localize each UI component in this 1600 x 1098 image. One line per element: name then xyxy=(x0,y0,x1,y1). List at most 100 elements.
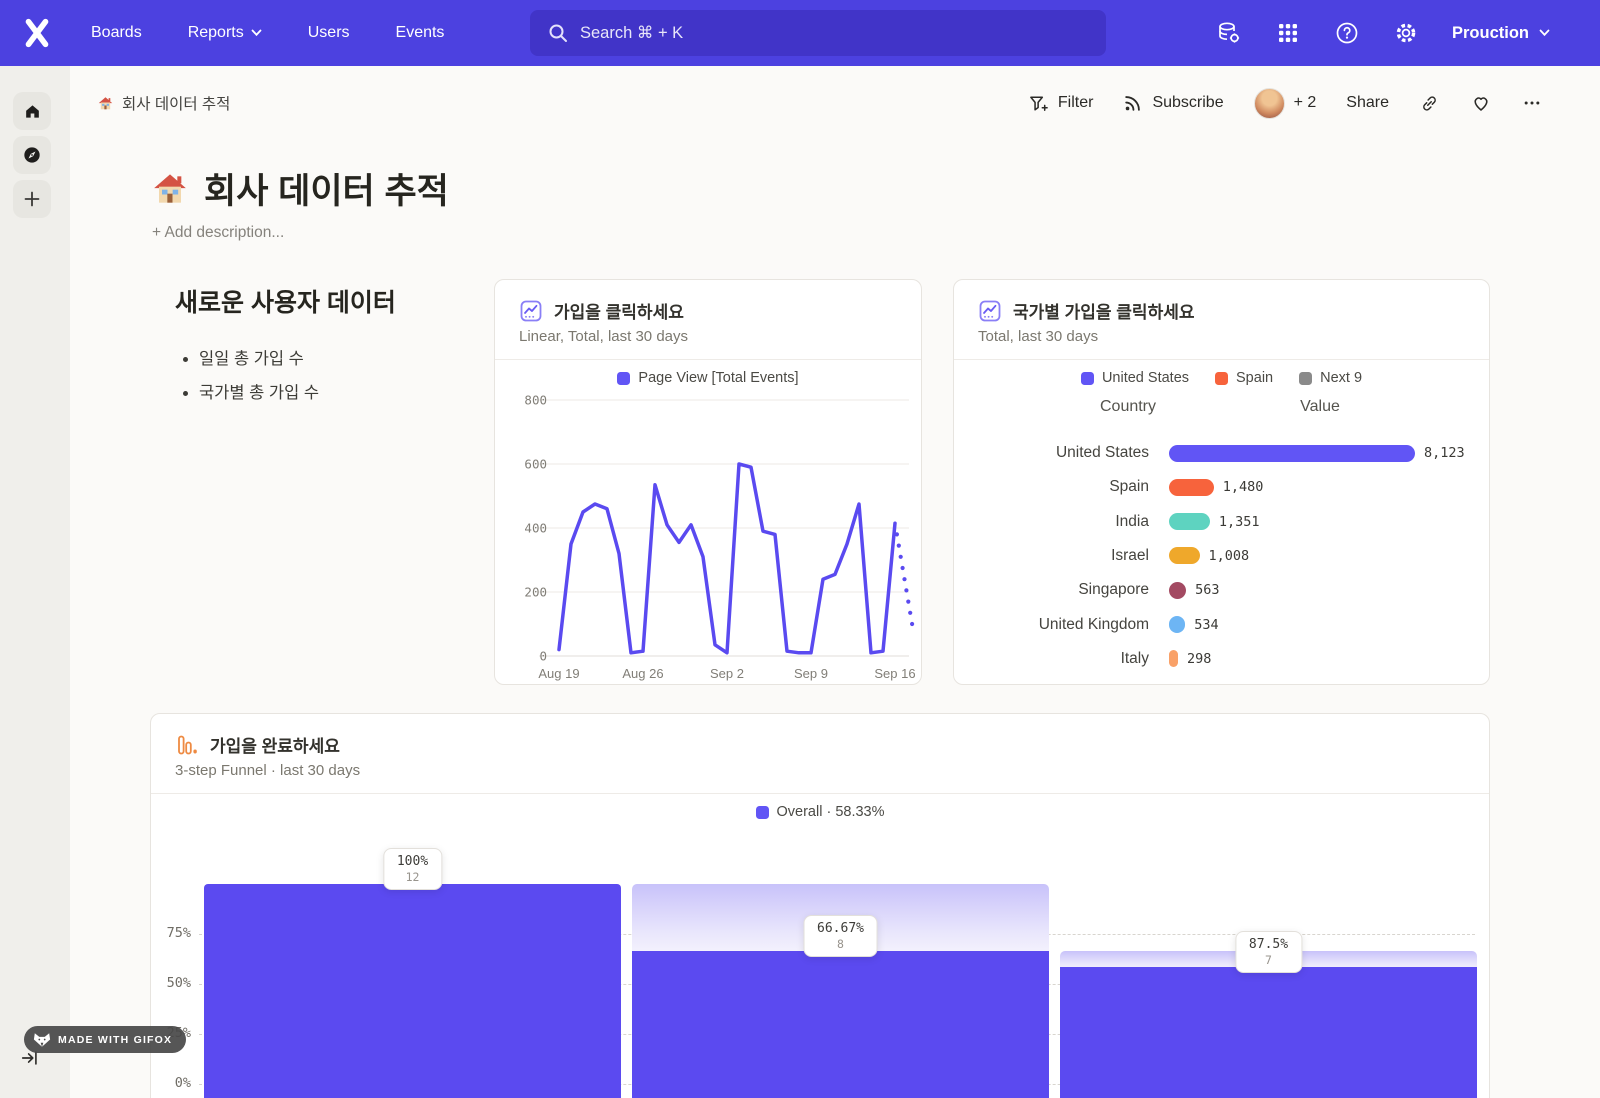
nav-boards[interactable]: Boards xyxy=(91,24,142,41)
projection-dot xyxy=(906,599,911,604)
card-title[interactable]: 국가별 가입을 클릭하세요 xyxy=(1013,303,1195,322)
funnel-chart-card[interactable]: 가입을 완료하세요 3-step Funnel · last 30 days O… xyxy=(150,713,1490,1098)
country-bar[interactable] xyxy=(1169,616,1186,633)
divider xyxy=(151,793,1489,794)
top-navbar: Boards Reports Users Events Search ⌘ + K xyxy=(0,0,1600,66)
country-row: Canada xyxy=(954,676,1489,684)
projection-dot xyxy=(896,543,901,548)
home-icon xyxy=(25,104,39,118)
funnel-bar[interactable] xyxy=(632,950,1049,1098)
country-label: Italy xyxy=(1120,649,1149,667)
add-description-button[interactable]: + Add description... xyxy=(152,224,285,241)
legend-item[interactable]: United States xyxy=(1080,370,1189,386)
line-chart-card[interactable]: 가입을 클릭하세요 Linear, Total, last 30 days Pa… xyxy=(494,279,922,685)
country-row: Spain 1,480 xyxy=(954,470,1489,504)
breadcrumb-label: 회사 데이터 추적 xyxy=(122,96,231,113)
line-chart-plot[interactable]: 0 200 400 600 800 Aug 19 Aug 26 Sep 2 Sep 9 Sep 1… xyxy=(503,388,915,684)
compass-icon xyxy=(24,147,40,163)
sidebar-add-button[interactable] xyxy=(13,180,51,218)
card-title[interactable]: 가입을 완료하세요 xyxy=(210,737,340,756)
list-item: 일일 총 가입 수 xyxy=(199,345,475,369)
nav-reports[interactable]: Reports xyxy=(188,24,262,42)
house-emoji-icon xyxy=(98,96,113,109)
legend-swatch xyxy=(755,805,769,819)
funnel-tooltip-percent: 87.5% xyxy=(1248,937,1289,953)
text-widget[interactable]: 새로운 사용자 데이터 일일 총 가입 수 국가별 총 가입 수 xyxy=(175,283,475,413)
country-bar-card[interactable]: 국가별 가입을 클릭하세요 Total, last 30 days United… xyxy=(953,279,1490,685)
breadcrumb[interactable]: 회사 데이터 추적 xyxy=(97,92,230,114)
divider xyxy=(954,359,1489,360)
share-button[interactable]: Share xyxy=(1346,94,1389,112)
sidebar-home-button[interactable] xyxy=(13,92,51,130)
legend-label: Overall · 58.33% xyxy=(776,804,885,820)
legend-swatch xyxy=(617,371,631,385)
more-options-icon[interactable] xyxy=(1522,93,1542,113)
filter-button[interactable]: Filter xyxy=(1028,93,1093,114)
country-legend: United States Spain Next 9 xyxy=(954,370,1489,386)
copy-link-icon[interactable] xyxy=(1419,93,1440,114)
gifox-badge-label: MADE WITH GIFOX xyxy=(58,1033,173,1046)
nav-events[interactable]: Events xyxy=(395,24,445,41)
expand-sidebar-icon[interactable] xyxy=(20,1048,40,1068)
funnel-tooltip: 66.67% 8 xyxy=(803,914,878,957)
funnel-legend: Overall · 58.33% xyxy=(151,804,1489,820)
divider xyxy=(495,359,921,360)
data-management-icon[interactable] xyxy=(1216,20,1242,46)
country-value: 1,480 xyxy=(1222,479,1264,496)
funnel-bar[interactable] xyxy=(204,884,621,1098)
legend-item[interactable]: Next 9 xyxy=(1299,370,1362,386)
funnel-y-tick: 50% xyxy=(166,975,191,991)
country-value: 8,123 xyxy=(1424,445,1465,461)
y-axis-tick-label: 600 xyxy=(524,457,547,472)
country-row: United States 8,123 xyxy=(954,436,1489,470)
country-label: United States xyxy=(1055,444,1149,461)
country-bar[interactable] xyxy=(1169,547,1200,565)
help-icon[interactable] xyxy=(1334,20,1360,46)
project-switcher[interactable]: Prouction xyxy=(1452,24,1550,43)
apps-grid-icon[interactable] xyxy=(1275,20,1301,46)
page-title: 회사 데이터 추적 xyxy=(150,163,449,214)
x-axis-tick-label: Sep 2 xyxy=(710,666,744,681)
x-axis-tick-label: Sep 16 xyxy=(874,666,915,681)
line-chart-icon xyxy=(979,300,1001,321)
funnel-tooltip: 87.5% 7 xyxy=(1234,931,1303,974)
country-bar[interactable] xyxy=(1169,444,1415,462)
collaborators[interactable]: + 2 xyxy=(1253,87,1316,119)
projection-dot xyxy=(902,577,907,582)
country-bar[interactable] xyxy=(1169,581,1187,599)
card-title[interactable]: 가입을 클릭하세요 xyxy=(554,303,684,322)
mixpanel-logo-icon[interactable] xyxy=(20,16,54,50)
card-header: 국가별 가입을 클릭하세요 xyxy=(978,298,1195,323)
card-subtitle: 3-step Funnel · last 30 days xyxy=(175,762,361,779)
favorite-heart-icon[interactable] xyxy=(1470,92,1492,114)
settings-gear-icon[interactable] xyxy=(1393,20,1419,46)
rss-icon xyxy=(1125,96,1141,111)
x-axis-tick-label: Aug 26 xyxy=(622,666,663,681)
x-axis-tick-label: Aug 19 xyxy=(538,666,579,681)
text-widget-list: 일일 총 가입 수 국가별 총 가입 수 xyxy=(199,345,475,403)
legend-item[interactable]: Overall · 58.33% xyxy=(755,804,885,820)
country-bar[interactable] xyxy=(1169,513,1210,531)
fox-icon xyxy=(33,1032,51,1047)
board-toolbar: 회사 데이터 추적 Filter Subscribe + 2 xyxy=(70,66,1600,140)
projection-dot xyxy=(908,610,913,615)
subscribe-button[interactable]: Subscribe xyxy=(1123,93,1224,113)
legend-swatch xyxy=(1299,371,1313,385)
funnel-bar[interactable] xyxy=(1060,967,1477,1098)
funnel-tooltip-percent: 66.67% xyxy=(817,920,864,936)
legend-swatch xyxy=(1080,371,1094,385)
nav-users[interactable]: Users xyxy=(307,24,350,41)
sidebar-discover-button[interactable] xyxy=(13,136,51,174)
line-series[interactable] xyxy=(557,462,897,655)
card-header: 가입을 클릭하세요 xyxy=(519,298,684,323)
legend-item[interactable]: Spain xyxy=(1215,370,1273,386)
search-input[interactable]: Search ⌘ + K xyxy=(530,10,1106,56)
gifox-badge: MADE WITH GIFOX xyxy=(24,1026,187,1053)
legend-label: Spain xyxy=(1236,370,1274,386)
country-bar[interactable] xyxy=(1169,650,1178,668)
legend-item[interactable]: Page View [Total Events] xyxy=(617,370,799,386)
country-label: United Kingdom xyxy=(1038,615,1149,633)
country-bar[interactable] xyxy=(1169,478,1214,496)
country-value: 1,008 xyxy=(1208,547,1250,564)
country-value: 1,351 xyxy=(1218,513,1260,530)
